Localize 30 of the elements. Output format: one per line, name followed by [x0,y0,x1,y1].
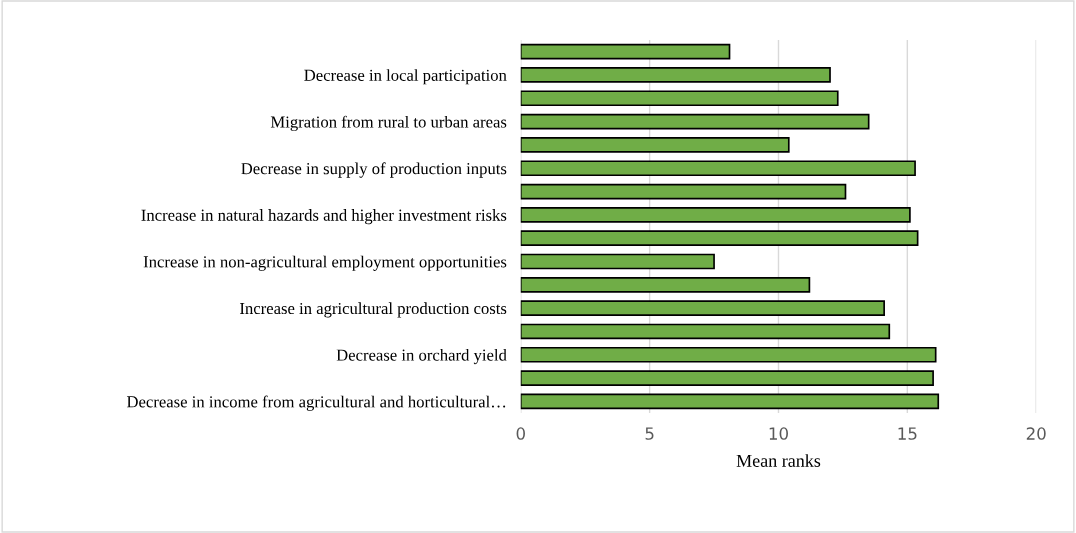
bar [520,67,831,83]
bar [520,346,937,363]
x-tick-label: 20 [1026,427,1046,440]
y-tick-label: Decrease in local participation [304,69,507,85]
bar [520,253,715,270]
bar [520,370,934,386]
y-tick-label: Decrease in supply of production inputs [241,162,507,178]
bar [520,137,790,153]
x-tick-label: 10 [769,427,788,440]
x-tick-label: 15 [898,427,917,440]
bar [520,230,919,247]
bar [520,300,885,316]
y-tick-label: Increase in agricultural production costs [239,302,507,318]
bar [520,207,911,223]
bar [520,113,870,130]
y-tick-label: Increase in natural hazards and higher investment risks [141,209,507,225]
bar [520,276,811,293]
x-tick-label: 0 [516,427,525,440]
bar [520,160,916,177]
bar [520,43,731,60]
y-tick-label: Decrease in orchard yield [336,349,507,365]
y-tick-label: Migration from rural to urban areas [270,115,507,132]
bar [520,183,847,200]
x-axis-title: Mean ranks [736,454,821,467]
y-tick-label: Decrease in income from agricultural and horticultural… [126,395,506,411]
y-tick-label: Increase in non-agricultural employment opportunities [143,255,507,271]
bar [520,90,839,107]
bar [520,393,940,410]
x-tick-label: 5 [645,427,654,440]
bar [520,323,891,340]
